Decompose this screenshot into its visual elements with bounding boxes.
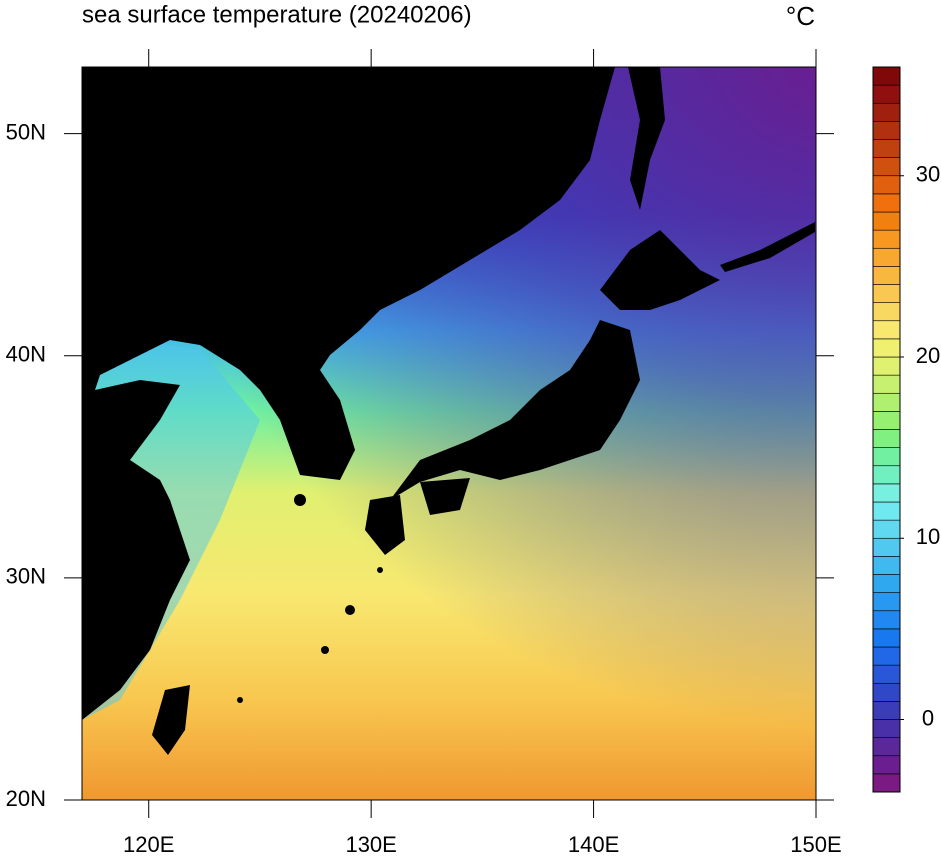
colorbar-box <box>872 664 901 684</box>
x-tick-label: 130E <box>345 832 396 857</box>
colorbar-box <box>872 429 901 448</box>
colorbar-tick-label: 0 <box>922 705 934 730</box>
colorbar-box <box>872 392 901 412</box>
colorbar-box <box>872 320 901 340</box>
colorbar-box <box>872 537 901 557</box>
y-tick-label: 50N <box>6 119 46 144</box>
colorbar-box <box>872 121 901 140</box>
colorbar-box <box>872 247 901 267</box>
colorbar-box <box>872 501 901 521</box>
colorbar-box <box>872 737 901 757</box>
y-tick-label: 30N <box>6 564 46 589</box>
colorbar-box <box>872 175 901 195</box>
colorbar-box <box>872 556 901 575</box>
title: sea surface temperature (20240206) <box>82 1 472 28</box>
colorbar-box <box>872 411 901 430</box>
colorbar-box <box>872 338 901 358</box>
colorbar-box <box>872 483 901 503</box>
colorbar-box <box>872 356 901 376</box>
colorbar-box <box>872 682 901 702</box>
colorbar-box <box>872 592 901 612</box>
colorbar-box <box>872 701 901 720</box>
land <box>82 67 815 755</box>
x-tick-label: 150E <box>790 832 841 857</box>
colorbar-tick-label: 20 <box>916 343 940 368</box>
colorbar-box <box>872 229 901 249</box>
colorbar-tick-label: 30 <box>916 162 940 187</box>
colorbar-box <box>872 628 901 648</box>
colorbar-box <box>872 266 901 285</box>
x-tick-label: 120E <box>123 832 174 857</box>
colorbar-tick-label: 10 <box>916 524 940 549</box>
colorbar-box <box>872 374 901 394</box>
colorbar-box <box>872 574 901 593</box>
x-tick-label: 140E <box>568 832 619 857</box>
axes: 120E 130E 140E 150E 20N 30N 40N 50N <box>6 49 842 857</box>
map-frame <box>81 66 817 801</box>
sst-field <box>82 67 816 800</box>
colorbar-box <box>872 646 901 666</box>
colorbar-box <box>872 755 901 775</box>
colorbar-box <box>872 773 901 793</box>
colorbar-box <box>872 519 901 539</box>
colorbar: 0 10 20 30 <box>872 66 940 793</box>
y-tick-label: 40N <box>6 342 46 367</box>
y-tick-label: 20N <box>6 786 46 811</box>
colorbar-box <box>872 719 901 738</box>
colorbar-box <box>872 84 901 104</box>
colorbar-box <box>872 465 901 485</box>
colorbar-box <box>872 193 901 213</box>
colorbar-box <box>872 139 901 158</box>
colorbar-box <box>872 157 901 177</box>
colorbar-box <box>872 610 901 630</box>
unit: °C <box>786 1 815 31</box>
colorbar-box <box>872 302 901 322</box>
colorbar-box <box>872 211 901 231</box>
colorbar-box <box>872 102 901 122</box>
colorbar-box <box>872 284 901 303</box>
colorbar-box <box>872 66 901 86</box>
colorbar-frame <box>872 66 901 793</box>
colorbar-box <box>872 447 901 467</box>
